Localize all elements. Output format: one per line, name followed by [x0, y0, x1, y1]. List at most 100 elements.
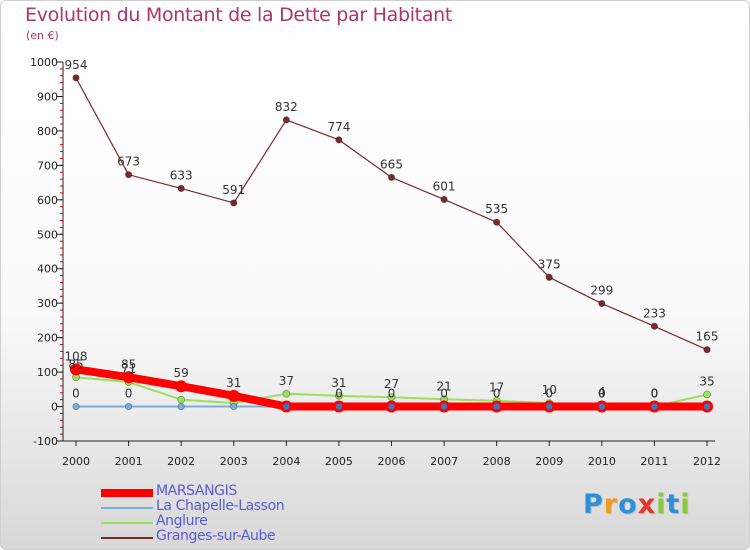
- data-label-marsangis: 0: [598, 387, 606, 401]
- data-point-marker: [440, 403, 448, 410]
- x-tick-label: 2006: [378, 455, 406, 468]
- legend-label: Granges-sur-Aube: [156, 528, 276, 544]
- data-label-marsangis: 0: [388, 387, 396, 401]
- chart-series: [70, 74, 713, 413]
- data-point-marker: [283, 403, 290, 410]
- y-tick-label: 300: [37, 297, 58, 310]
- data-label-marsangis: 59: [174, 366, 189, 380]
- logo-letter: x: [637, 489, 657, 520]
- data-label-anglure: 35: [699, 374, 714, 388]
- chart-subtitle: (en €): [26, 29, 59, 42]
- logo-letter: o: [618, 489, 638, 520]
- data-point-la-chapelle-lasson: [177, 402, 185, 411]
- data-point-granges-sur-aube: [493, 218, 501, 226]
- data-label-granges-sur-aube: 375: [538, 257, 561, 271]
- data-label-anglure: 10: [542, 383, 557, 397]
- data-label-anglure: 0: [651, 387, 659, 401]
- x-tick-label: 2007: [430, 455, 458, 468]
- data-point-marsangis: [70, 363, 82, 376]
- data-point-anglure: [282, 389, 291, 398]
- chart-title: Evolution du Montant de la Dette par Hab…: [25, 4, 453, 26]
- data-point-granges-sur-aube: [230, 199, 238, 207]
- data-label-granges-sur-aube: 299: [590, 284, 613, 298]
- data-point-marker: [388, 403, 395, 410]
- legend-swatch: [101, 488, 153, 497]
- y-tick-label: 900: [37, 90, 58, 103]
- data-point-granges-sur-aube: [545, 273, 553, 281]
- data-point-marker: [493, 403, 500, 410]
- logo-letter: t: [666, 489, 681, 520]
- y-tick-label: 100: [37, 366, 58, 379]
- data-label-granges-sur-aube: 673: [117, 155, 140, 169]
- data-point-marker: [598, 403, 606, 410]
- data-point-marker: [703, 403, 711, 410]
- data-point-granges-sur-aube: [335, 136, 343, 144]
- data-label-anglure: 4: [598, 385, 606, 399]
- data-label-granges-sur-aube: 591: [222, 183, 245, 197]
- legend-swatch: [101, 506, 153, 509]
- data-point-granges-sur-aube: [72, 74, 80, 82]
- data-label-granges-sur-aube: 954: [65, 58, 88, 72]
- y-tick-label: 700: [37, 159, 58, 172]
- logo-letter: i: [680, 489, 691, 520]
- x-tick-label: 2005: [325, 455, 353, 468]
- chart-axes: -100010020030040050060070080090010002000…: [30, 56, 721, 468]
- data-label-marsangis: 0: [545, 387, 553, 401]
- data-point-anglure: [177, 395, 186, 404]
- data-label-anglure: 27: [384, 377, 399, 391]
- logo-letter: P: [583, 489, 604, 520]
- data-label-la-chapelle-lasson: 0: [72, 387, 80, 401]
- data-label-marsangis: 31: [226, 376, 241, 390]
- data-label-granges-sur-aube: 832: [275, 100, 298, 114]
- data-label-anglure: 85: [68, 357, 83, 371]
- data-label-la-chapelle-lasson: 0: [598, 387, 606, 401]
- y-tick-label: 500: [37, 228, 58, 241]
- x-tick-label: 2000: [62, 455, 90, 468]
- data-point-granges-sur-aube: [124, 171, 133, 179]
- legend-swatch: [101, 521, 153, 524]
- data-point-granges-sur-aube: [177, 184, 185, 193]
- data-label-granges-sur-aube: 165: [696, 330, 719, 344]
- data-label-marsangis: 0: [493, 387, 501, 401]
- data-label-marsangis: 0: [440, 387, 448, 401]
- x-tick-label: 2002: [167, 455, 195, 468]
- y-tick-label: 200: [37, 332, 58, 345]
- x-tick-label: 2012: [693, 455, 721, 468]
- data-label-anglure: 71: [121, 362, 136, 376]
- y-tick-label: 1000: [30, 56, 58, 69]
- data-point-granges-sur-aube: [703, 346, 711, 354]
- x-tick-label: 2008: [483, 455, 511, 468]
- data-label-granges-sur-aube: 233: [643, 306, 666, 320]
- data-point-marker: [651, 403, 658, 410]
- data-label-la-chapelle-lasson: 0: [125, 387, 133, 401]
- y-tick-label: 800: [37, 125, 58, 138]
- logo-letter: r: [603, 489, 619, 520]
- legend-label: La Chapelle-Lasson: [156, 498, 285, 514]
- data-point-marsangis: [175, 380, 188, 393]
- data-point-granges-sur-aube: [282, 116, 290, 124]
- data-label-anglure: 31: [331, 376, 346, 390]
- x-tick-label: 2003: [220, 455, 248, 468]
- data-point-marker: [335, 403, 343, 410]
- data-label-anglure: 37: [279, 374, 294, 388]
- data-point-granges-sur-aube: [598, 299, 606, 308]
- data-point-la-chapelle-lasson: [230, 402, 238, 411]
- data-label-marsangis: 85: [121, 357, 136, 371]
- x-tick-label: 2010: [588, 455, 616, 468]
- data-label-anglure: 21: [436, 379, 451, 393]
- legend-swatch: [101, 536, 153, 539]
- data-point-la-chapelle-lasson: [124, 402, 133, 411]
- x-tick-label: 2004: [272, 455, 300, 468]
- y-tick-label: -100: [33, 435, 58, 448]
- y-tick-label: 0: [51, 401, 58, 414]
- x-tick-label: 2001: [115, 455, 143, 468]
- data-label-granges-sur-aube: 601: [433, 179, 456, 193]
- y-tick-label: 600: [37, 194, 58, 207]
- data-label-anglure: 17: [489, 381, 504, 395]
- data-point-marsangis: [122, 371, 135, 384]
- logo-letter: i: [656, 489, 667, 520]
- data-label-granges-sur-aube: 774: [327, 120, 350, 134]
- data-point-marker: [546, 403, 553, 410]
